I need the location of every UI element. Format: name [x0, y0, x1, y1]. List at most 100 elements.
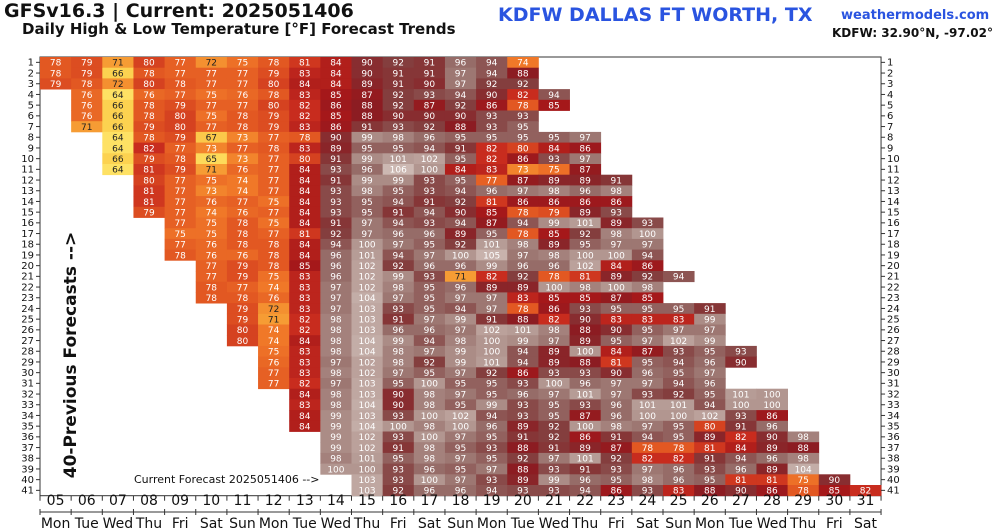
row-label-right: 41 — [887, 486, 900, 497]
cell-value: 94 — [517, 348, 529, 358]
heatmap-cell — [476, 121, 508, 133]
heatmap-cell — [226, 303, 259, 315]
cell-value: 92 — [579, 230, 590, 240]
row-label-left: 37 — [21, 443, 34, 454]
cell-value: 100 — [452, 423, 469, 433]
heatmap-cell — [226, 110, 259, 122]
cell-value: 82 — [299, 380, 310, 390]
cell-value: 74 — [237, 187, 249, 197]
cell-value: 97 — [486, 465, 497, 475]
heatmap-cell — [413, 238, 446, 250]
cell-value: 85 — [579, 294, 590, 304]
cell-value: 93 — [517, 412, 528, 422]
row-label-left: 6 — [28, 111, 34, 122]
heatmap-cell — [694, 474, 726, 486]
heatmap-cell — [694, 345, 726, 357]
cell-value: 95 — [611, 476, 622, 486]
heatmap-cell — [258, 110, 290, 122]
heatmap-cell — [289, 89, 321, 101]
heatmap-cell — [258, 345, 290, 357]
heatmap-cell — [133, 153, 165, 165]
row-label-right: 16 — [887, 218, 900, 229]
cell-value: 92 — [673, 390, 684, 400]
heatmap-cell — [413, 99, 446, 111]
heatmap-cell — [476, 367, 508, 379]
cell-value: 89 — [766, 444, 778, 454]
heatmap-cell — [600, 217, 633, 229]
heatmap-cell — [258, 142, 290, 154]
heatmap-cell — [569, 378, 602, 390]
heatmap-cell — [71, 89, 103, 101]
cell-value: 94 — [517, 219, 529, 229]
cell-value: 78 — [268, 144, 280, 154]
heatmap-cell — [849, 485, 882, 497]
heatmap-cell — [444, 410, 477, 422]
heatmap-cell — [663, 313, 695, 325]
heatmap-cell — [382, 271, 415, 283]
cell-value: 93 — [392, 433, 403, 443]
cell-value: 84 — [299, 166, 311, 176]
cell-value: 77 — [237, 80, 248, 90]
cell-value: 76 — [237, 251, 249, 261]
heatmap-cell — [600, 345, 633, 357]
heatmap-cell — [600, 303, 633, 315]
cell-value: 93 — [486, 112, 497, 122]
cell-value: 76 — [268, 294, 280, 304]
cell-value: 99 — [486, 262, 498, 272]
heatmap-cell — [195, 185, 228, 197]
heatmap-cell — [413, 356, 446, 368]
heatmap-cell — [351, 313, 384, 325]
row-label-left: 25 — [21, 315, 34, 326]
cell-value: 84 — [299, 251, 311, 261]
heatmap-cell — [663, 388, 695, 400]
row-label-right: 7 — [887, 122, 893, 133]
cell-value: 93 — [486, 444, 497, 454]
cell-value: 84 — [330, 80, 342, 90]
heatmap-cell — [164, 131, 197, 143]
heatmap-cell — [476, 452, 508, 464]
heatmap-cell — [195, 217, 228, 229]
heatmap-cell — [382, 313, 415, 325]
cell-value: 96 — [517, 390, 529, 400]
heatmap-cell — [507, 142, 539, 154]
cell-value: 79 — [268, 123, 280, 133]
x-day-label: 22 — [576, 493, 594, 509]
cell-value: 92 — [455, 241, 466, 251]
heatmap-cell — [538, 474, 570, 486]
heatmap-cell — [476, 335, 508, 347]
cell-value: 89 — [579, 209, 591, 219]
heatmap-cell — [569, 185, 602, 197]
cell-value: 81 — [486, 198, 497, 208]
heatmap-cell — [195, 67, 228, 79]
cell-value: 90 — [424, 112, 436, 122]
cell-value: 91 — [611, 176, 622, 186]
cell-value: 99 — [455, 348, 467, 358]
heatmap-cell — [694, 313, 726, 325]
cell-value: 100 — [639, 230, 656, 240]
heatmap-cell — [413, 174, 446, 186]
cell-value: 102 — [701, 412, 718, 422]
heatmap-cell — [600, 292, 633, 304]
cell-value: 97 — [455, 455, 466, 465]
heatmap-cell — [569, 271, 602, 283]
heatmap-cell — [289, 164, 321, 176]
heatmap-cell — [320, 367, 352, 379]
heatmap-cell — [600, 196, 633, 208]
heatmap-cell — [226, 78, 259, 90]
row-label-left: 40 — [21, 475, 34, 486]
heatmap-cell — [569, 228, 602, 240]
heatmap-cell — [444, 485, 477, 497]
cell-value: 94 — [424, 337, 436, 347]
heatmap-cell — [195, 292, 228, 304]
site-link[interactable]: weathermodels.com — [841, 8, 990, 23]
heatmap-cell — [133, 206, 165, 218]
cell-value: 97 — [361, 219, 372, 229]
cell-value: 86 — [766, 487, 778, 497]
heatmap-cell — [164, 228, 197, 240]
cell-value: 97 — [330, 294, 341, 304]
heatmap-cell — [320, 142, 352, 154]
row-label-right: 2 — [887, 68, 893, 79]
heatmap-cell — [133, 121, 165, 133]
heatmap-cell — [164, 185, 197, 197]
cell-value: 97 — [330, 380, 341, 390]
